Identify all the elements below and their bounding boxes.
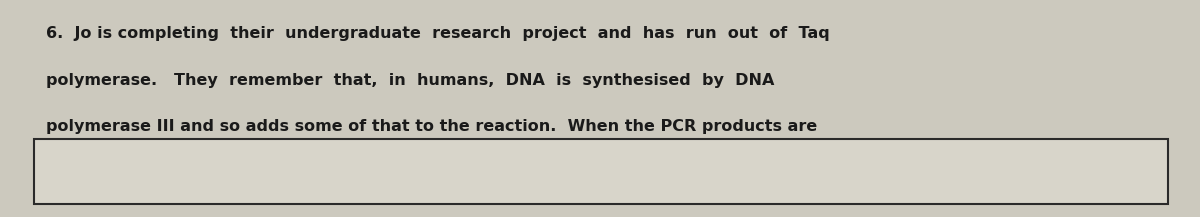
Text: polymerase.   They  remember  that,  in  humans,  DNA  is  synthesised  by  DNA: polymerase. They remember that, in human… [46,73,774,88]
FancyBboxPatch shape [34,139,1168,204]
Text: polymerase III and so adds some of that to the reaction.  When the PCR products : polymerase III and so adds some of that … [46,119,817,134]
Text: analysed, the results show that the amplification failed.  Why did it fail?: analysed, the results show that the ampl… [46,166,702,181]
Text: 6.  Jo is completing  their  undergraduate  research  project  and  has  run  ou: 6. Jo is completing their undergraduate … [46,26,829,41]
